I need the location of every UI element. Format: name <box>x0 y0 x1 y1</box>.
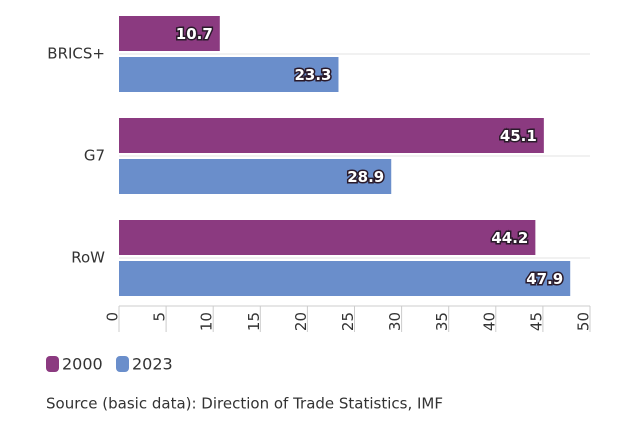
x-tick-label: 45 <box>527 312 545 331</box>
y-tick-label: RoW <box>71 249 105 267</box>
x-tick-label: 30 <box>386 312 404 331</box>
x-tick-label: 0 <box>104 312 122 322</box>
x-tick-label: 40 <box>480 312 498 331</box>
value-label: 10.7 <box>176 25 213 43</box>
bar <box>119 261 571 296</box>
legend-swatch <box>116 356 129 372</box>
x-tick-label: 25 <box>339 312 357 331</box>
x-tick-label: 50 <box>575 312 593 331</box>
x-tick-label: 10 <box>198 312 216 331</box>
value-label: 23.3 <box>294 66 331 84</box>
value-label: 45.1 <box>500 127 537 145</box>
legend-swatch <box>46 356 59 372</box>
source: Source (basic data): Direction of Trade … <box>46 395 443 413</box>
x-tick-label: 5 <box>151 312 169 322</box>
legend-label: 2000 <box>62 355 103 374</box>
bar <box>119 57 339 92</box>
x-tick-label: 15 <box>245 312 263 331</box>
bar <box>119 16 220 51</box>
bar <box>119 118 544 153</box>
bar <box>119 159 392 194</box>
bar <box>119 220 536 255</box>
legend-label: 2023 <box>132 355 173 374</box>
value-label: 28.9 <box>347 168 384 186</box>
y-tick-label: BRICS+ <box>47 45 105 63</box>
value-label: 44.2 <box>491 229 528 247</box>
x-tick-label: 20 <box>292 312 310 331</box>
value-label: 47.9 <box>526 270 563 288</box>
x-tick-label: 35 <box>433 312 451 331</box>
y-tick-label: G7 <box>84 147 105 165</box>
